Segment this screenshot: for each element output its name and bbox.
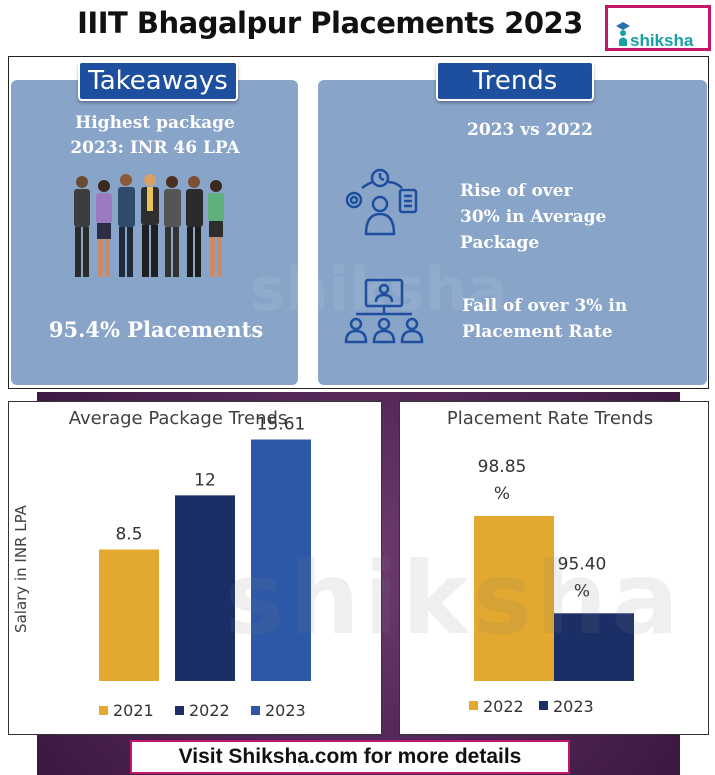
shiksha-logo[interactable]: shiksha: [605, 5, 711, 51]
data-label-2023: 95.40: [558, 554, 607, 574]
page-title: IIIT Bhagalpur Placements 2023: [77, 6, 583, 40]
placement-rate-plot: 98.85% 95.40% 2022 2023: [469, 457, 634, 716]
data-label-unit-2023: %: [574, 581, 590, 601]
logo-text: shiksha: [630, 31, 694, 50]
bar-2023: [554, 613, 634, 681]
watermark-bottom: shiksha: [225, 540, 683, 657]
rise-line3: Package: [460, 233, 540, 253]
bar-2021: [99, 549, 159, 681]
legend-swatch-2021: [99, 706, 108, 715]
rise-text: Rise of over 30% in Average Package: [460, 178, 700, 256]
fall-line2: Placement Rate: [462, 322, 613, 342]
y-axis-label: Salary in INR LPA: [12, 504, 30, 633]
average-package-title: Average Package Trends: [68, 408, 288, 429]
legend-swatch-2023: [539, 701, 548, 710]
rise-line1: Rise of over: [460, 181, 573, 201]
graduation-person-icon: [616, 22, 630, 46]
team-process-icon: [345, 168, 418, 236]
legend-label-2021: 2021: [113, 701, 154, 720]
legend-label-2022: 2022: [483, 697, 524, 716]
bar-2022: [175, 495, 235, 681]
fall-text: Fall of over 3% in Placement Rate: [462, 293, 702, 345]
trends-panel: [318, 80, 707, 385]
legend-label-2022: 2022: [189, 701, 230, 720]
presentation-group-icon: [344, 278, 424, 344]
data-label-2022: 98.85: [478, 457, 527, 477]
average-package-plot: Salary in INR LPA 8.5 12 15.61 2021 2022 2023: [12, 415, 311, 720]
takeaways-tag: Takeaways: [78, 61, 238, 101]
legend-swatch-2023: [251, 706, 260, 715]
data-label-unit-2022: %: [494, 484, 510, 504]
comparison-text: 2023 vs 2022: [467, 120, 593, 140]
legend-label-2023: 2023: [553, 697, 594, 716]
bar-2022: [474, 516, 554, 681]
highest-package-text: Highest package 2023: INR 46 LPA: [30, 111, 280, 161]
placements-text: 95.4% Placements: [48, 317, 264, 342]
highest-package-line1: Highest package: [75, 113, 235, 133]
rise-line2: 30% in Average: [460, 207, 607, 227]
footer-link[interactable]: Visit Shiksha.com for more details: [130, 740, 570, 774]
legend-label-2023: 2023: [265, 701, 306, 720]
fall-line1: Fall of over 3% in: [462, 296, 628, 316]
data-label-2022: 12: [194, 470, 216, 490]
legend-swatch-2022: [469, 701, 478, 710]
data-label-2021: 8.5: [115, 525, 142, 545]
data-label-2023: 15.61: [257, 415, 306, 435]
bar-2023: [251, 439, 311, 681]
placement-rate-title: Placement Rate Trends: [446, 408, 654, 429]
legend-swatch-2022: [175, 706, 184, 715]
people-group-icon: [74, 174, 224, 277]
highest-package-line2: 2023: INR 46 LPA: [70, 138, 240, 158]
trends-tag: Trends: [436, 61, 594, 101]
